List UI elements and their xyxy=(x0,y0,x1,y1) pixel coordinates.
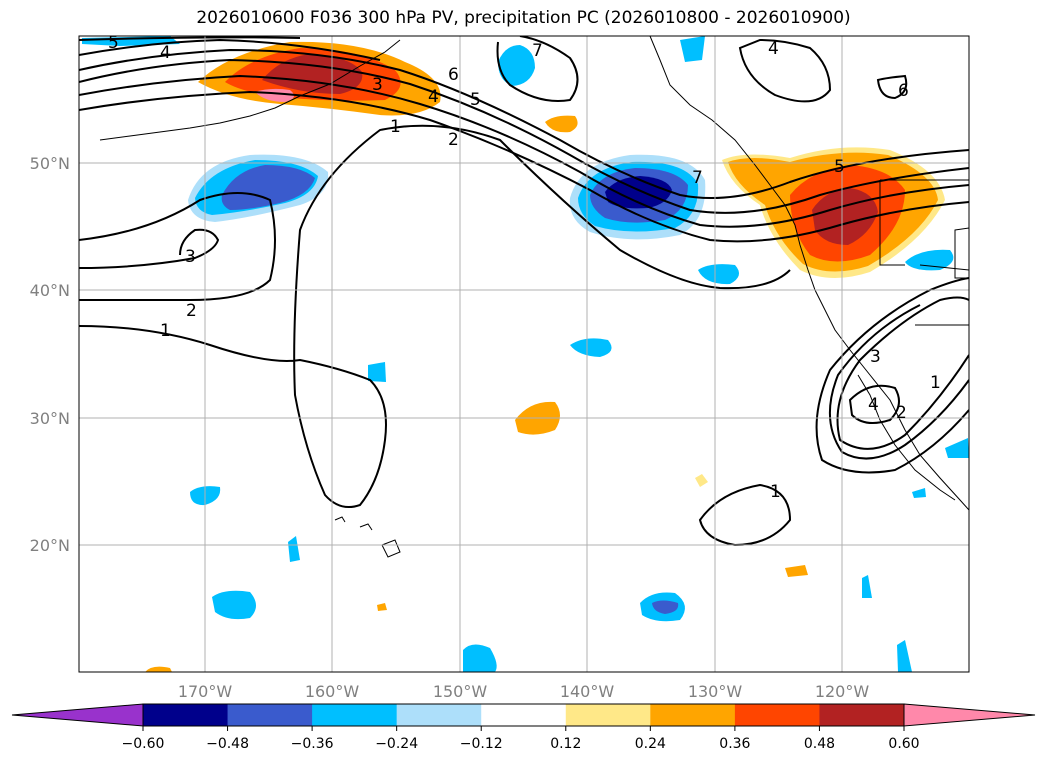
colorbar-segment xyxy=(819,704,905,726)
contour-label: 5 xyxy=(470,90,481,110)
contour-label: 1 xyxy=(390,117,401,137)
map-area xyxy=(79,36,969,672)
contour-label: 7 xyxy=(532,41,543,61)
colorbar-tick-label: −0.12 xyxy=(460,736,503,752)
pv-contour-line xyxy=(876,74,908,100)
colorbar-extend-low xyxy=(11,703,144,727)
contour-label: 1 xyxy=(930,373,941,393)
colorbar-outline xyxy=(142,703,905,727)
colorbar-segment xyxy=(312,704,398,726)
lat-label: 20°N xyxy=(30,536,70,555)
pv-contour-line xyxy=(79,48,969,199)
colorbar-segment xyxy=(396,704,482,726)
colorbar-segment xyxy=(734,704,820,726)
pv-contour-line xyxy=(79,228,220,269)
lat-label: 40°N xyxy=(30,281,70,300)
pv-contour-line xyxy=(79,192,276,302)
contour-label: 5 xyxy=(834,157,845,177)
precip-negative-region xyxy=(945,438,969,458)
contour-label: 3 xyxy=(185,247,196,267)
contour-label: 3 xyxy=(372,75,383,95)
precip-negative-region xyxy=(897,640,912,672)
contour-label: 2 xyxy=(186,301,197,321)
precip-positive-region xyxy=(545,115,578,133)
colorbar-tick-label: −0.60 xyxy=(122,736,165,752)
colorbar-tick-label: 0.36 xyxy=(719,736,750,752)
colorbar: −0.60 −0.48 −0.36 −0.24 −0.12 0.12 0.24 0.36 0.4… xyxy=(11,703,1036,752)
latitude-labels: 50°N 40°N 30°N 20°N xyxy=(30,154,70,555)
pv-contour-line xyxy=(79,90,969,243)
contour-labels: 5 4 3 4 6 5 1 2 7 7 4 6 5 3 2 1 1 3 4 2 … xyxy=(108,33,941,502)
colorbar-tick-label: 0.24 xyxy=(635,736,666,752)
precip-negative-region xyxy=(498,45,535,86)
contour-label: 1 xyxy=(160,321,171,341)
lon-label: 150°W xyxy=(433,682,488,701)
contour-label: 2 xyxy=(896,403,907,423)
precip-negative-region xyxy=(905,249,954,271)
pv-contour-line xyxy=(79,36,301,41)
precip-positive-region xyxy=(785,565,808,577)
lon-label: 140°W xyxy=(560,682,615,701)
precip-negative-region xyxy=(212,590,256,620)
colorbar-tick-label: −0.36 xyxy=(291,736,334,752)
longitude-labels: 170°W 160°W 150°W 140°W 130°W 120°W xyxy=(178,682,870,701)
colorbar-tick-label: −0.24 xyxy=(375,736,418,752)
colorbar-tick-label: 0.12 xyxy=(550,736,581,752)
pv-contour-line xyxy=(698,483,792,547)
precip-negative-region xyxy=(463,644,497,672)
contour-label: 4 xyxy=(428,87,439,107)
colorbar-extend-high xyxy=(903,703,1036,727)
colorbar-segment xyxy=(650,704,736,726)
graticule-layer xyxy=(79,36,969,672)
pv-contour-line xyxy=(79,58,969,214)
contour-label: 7 xyxy=(692,168,703,188)
colorbar-segment xyxy=(143,704,229,726)
lon-label: 120°W xyxy=(815,682,870,701)
contour-label: 6 xyxy=(448,65,459,85)
precip-positive-region xyxy=(145,666,172,672)
colorbar-tick-label: 0.48 xyxy=(804,736,835,752)
colorbar-segment xyxy=(481,704,567,726)
pv-contour-line xyxy=(848,384,900,425)
precip-negative-region xyxy=(288,536,300,562)
precip-negative-region xyxy=(652,600,679,614)
precip-negative-region xyxy=(221,165,315,210)
colorbar-segment xyxy=(565,704,651,726)
lat-label: 30°N xyxy=(30,409,70,428)
precip-negative-region xyxy=(680,36,705,62)
colorbar-segment xyxy=(227,704,313,726)
pv-contour-line xyxy=(738,38,832,103)
contour-label: 2 xyxy=(448,130,459,150)
precip-negative-region xyxy=(368,362,386,382)
pv-contour-line xyxy=(79,124,791,508)
contour-label: 4 xyxy=(768,39,779,59)
lon-label: 160°W xyxy=(305,682,360,701)
map-title: 2026010600 F036 300 hPa PV, precipitatio… xyxy=(196,8,851,28)
colorbar-tick-label: −0.48 xyxy=(206,736,249,752)
map-frame xyxy=(78,35,970,673)
pv-contour-line xyxy=(496,36,579,102)
precip-positive-region xyxy=(377,603,387,611)
lat-label: 50°N xyxy=(30,154,70,173)
precip-negative-region xyxy=(605,176,672,209)
lon-label: 130°W xyxy=(688,682,743,701)
contour-label: 4 xyxy=(868,395,879,415)
pv-contour-line xyxy=(836,296,969,450)
precip-negative-region xyxy=(862,575,872,598)
precip-negative-region xyxy=(698,264,739,285)
contour-label: 4 xyxy=(160,43,171,63)
contour-label: 6 xyxy=(898,81,909,101)
contour-label: 3 xyxy=(870,347,881,367)
precip-positive-region xyxy=(695,474,708,487)
coastline-layer xyxy=(99,36,969,558)
precip-negative-region xyxy=(912,488,926,498)
colorbar-tick-label: 0.60 xyxy=(888,736,919,752)
precip-positive-region xyxy=(262,54,363,94)
lon-label: 170°W xyxy=(178,682,233,701)
pv-contour-line xyxy=(79,38,381,61)
precip-negative-region xyxy=(570,338,612,357)
contour-label: 5 xyxy=(108,33,119,53)
contour-label: 1 xyxy=(770,482,781,502)
